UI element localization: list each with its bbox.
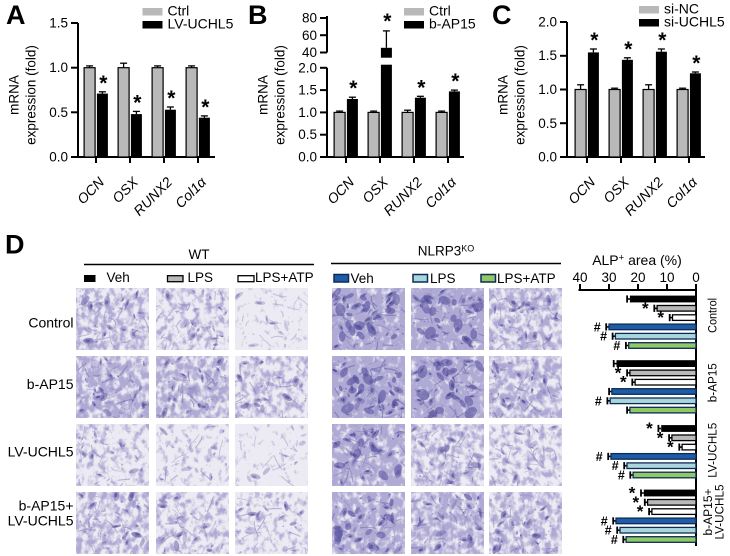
svg-text:OCN: OCN — [565, 173, 599, 207]
svg-text:b-AP15+: b-AP15+ — [19, 498, 74, 514]
svg-text:Veh: Veh — [351, 271, 374, 286]
svg-text:#: # — [595, 394, 602, 408]
svg-text:*: * — [624, 38, 633, 61]
svg-text:*: * — [620, 373, 627, 392]
svg-text:D: D — [5, 230, 25, 260]
svg-text:LPS: LPS — [188, 270, 214, 285]
svg-text:*: * — [692, 52, 701, 75]
svg-text:*: * — [133, 91, 142, 114]
svg-text:LPS+ATP: LPS+ATP — [497, 271, 556, 286]
svg-text:ALP+ area (%): ALP+ area (%) — [592, 252, 682, 268]
svg-text:Col1α: Col1α — [172, 173, 210, 211]
svg-text:0.0: 0.0 — [298, 150, 317, 165]
svg-text:Control: Control — [708, 298, 720, 333]
svg-text:LPS: LPS — [430, 271, 456, 286]
svg-text:RUNX2: RUNX2 — [380, 174, 425, 219]
svg-text:*: * — [167, 87, 176, 110]
svg-text:expression (fold): expression (fold) — [273, 45, 288, 145]
svg-text:OCN: OCN — [324, 173, 358, 207]
svg-text:#: # — [612, 459, 619, 473]
svg-text:1.5: 1.5 — [49, 16, 68, 31]
svg-text:NLRP3KO: NLRP3KO — [418, 244, 475, 259]
svg-text:#: # — [601, 514, 608, 528]
svg-text:#: # — [594, 320, 601, 334]
svg-text:2.0: 2.0 — [538, 15, 557, 30]
svg-text:LV-UCHL5: LV-UCHL5 — [168, 16, 234, 32]
svg-text:*: * — [657, 428, 664, 447]
svg-text:*: * — [451, 70, 460, 93]
svg-text:60: 60 — [302, 28, 317, 43]
svg-text:*: * — [629, 484, 636, 503]
svg-text:*: * — [646, 419, 653, 438]
svg-text:*: * — [201, 96, 210, 119]
svg-text:RUNX2: RUNX2 — [130, 174, 175, 219]
svg-text:*: * — [632, 493, 639, 512]
svg-text:*: * — [615, 363, 622, 382]
svg-text:mRNA: mRNA — [256, 75, 271, 115]
svg-text:LV-UCHL5: LV-UCHL5 — [8, 444, 74, 460]
svg-text:*: * — [417, 76, 426, 99]
svg-text:0.0: 0.0 — [538, 150, 557, 165]
svg-text:expression (fold): expression (fold) — [24, 45, 39, 145]
svg-text:1.0: 1.0 — [538, 82, 557, 97]
svg-text:*: * — [590, 29, 599, 52]
svg-text:B: B — [248, 0, 268, 30]
svg-text:#: # — [618, 469, 625, 483]
svg-text:Veh: Veh — [107, 270, 130, 285]
svg-text:2.0: 2.0 — [298, 60, 317, 75]
svg-text:LPS+ATP: LPS+ATP — [255, 270, 314, 285]
svg-text:C: C — [492, 0, 512, 30]
svg-text:LV-UCHL5: LV-UCHL5 — [715, 485, 727, 540]
svg-text:b-AP15: b-AP15 — [708, 363, 720, 402]
svg-text:b-AP15: b-AP15 — [429, 16, 476, 32]
svg-text:80: 80 — [302, 11, 317, 26]
svg-text:1.0: 1.0 — [298, 105, 317, 120]
svg-text:0.5: 0.5 — [538, 116, 557, 131]
svg-text:LV-UCHL5: LV-UCHL5 — [8, 513, 74, 529]
svg-text:expression (fold): expression (fold) — [513, 45, 528, 145]
svg-text:b-AP15: b-AP15 — [27, 376, 74, 392]
svg-text:*: * — [99, 72, 108, 95]
svg-text:#: # — [600, 330, 607, 344]
svg-text:RUNX2: RUNX2 — [621, 174, 666, 219]
svg-text:si-UCHL5: si-UCHL5 — [664, 14, 725, 30]
svg-text:40: 40 — [302, 45, 317, 60]
svg-text:*: * — [642, 299, 649, 318]
svg-text:1.0: 1.0 — [49, 60, 68, 75]
svg-text:Ctrl: Ctrl — [429, 3, 451, 19]
svg-text:A: A — [6, 0, 26, 30]
svg-text:Ctrl: Ctrl — [168, 3, 190, 19]
svg-text:*: * — [658, 29, 667, 52]
svg-text:#: # — [605, 524, 612, 538]
svg-text:#: # — [613, 339, 620, 353]
svg-text:b-AP15+: b-AP15+ — [703, 488, 715, 535]
svg-text:OCN: OCN — [74, 173, 108, 207]
svg-text:Control: Control — [28, 315, 73, 331]
svg-text:*: * — [349, 77, 358, 100]
svg-text:Col1α: Col1α — [422, 173, 460, 211]
svg-text:LV-UCHL5: LV-UCHL5 — [708, 423, 720, 478]
svg-text:0.5: 0.5 — [49, 105, 68, 120]
svg-text:mRNA: mRNA — [496, 75, 511, 115]
svg-text:0.5: 0.5 — [298, 127, 317, 142]
svg-text:*: * — [657, 308, 664, 327]
svg-text:#: # — [611, 533, 618, 547]
svg-text:1.5: 1.5 — [298, 83, 317, 98]
svg-text:1.5: 1.5 — [538, 48, 557, 63]
svg-text:20: 20 — [630, 270, 645, 285]
svg-text:#: # — [596, 450, 603, 464]
svg-text:10: 10 — [659, 270, 674, 285]
svg-text:0.0: 0.0 — [49, 150, 68, 165]
svg-text:40: 40 — [572, 270, 587, 285]
svg-text:*: * — [383, 10, 392, 33]
svg-text:mRNA: mRNA — [7, 75, 22, 115]
svg-text:*: * — [637, 502, 644, 521]
svg-text:30: 30 — [601, 270, 616, 285]
svg-text:si-NC: si-NC — [664, 1, 699, 17]
svg-text:*: * — [667, 438, 674, 457]
svg-text:0: 0 — [692, 270, 700, 285]
svg-text:Col1α: Col1α — [663, 173, 701, 211]
svg-text:WT: WT — [189, 247, 210, 262]
